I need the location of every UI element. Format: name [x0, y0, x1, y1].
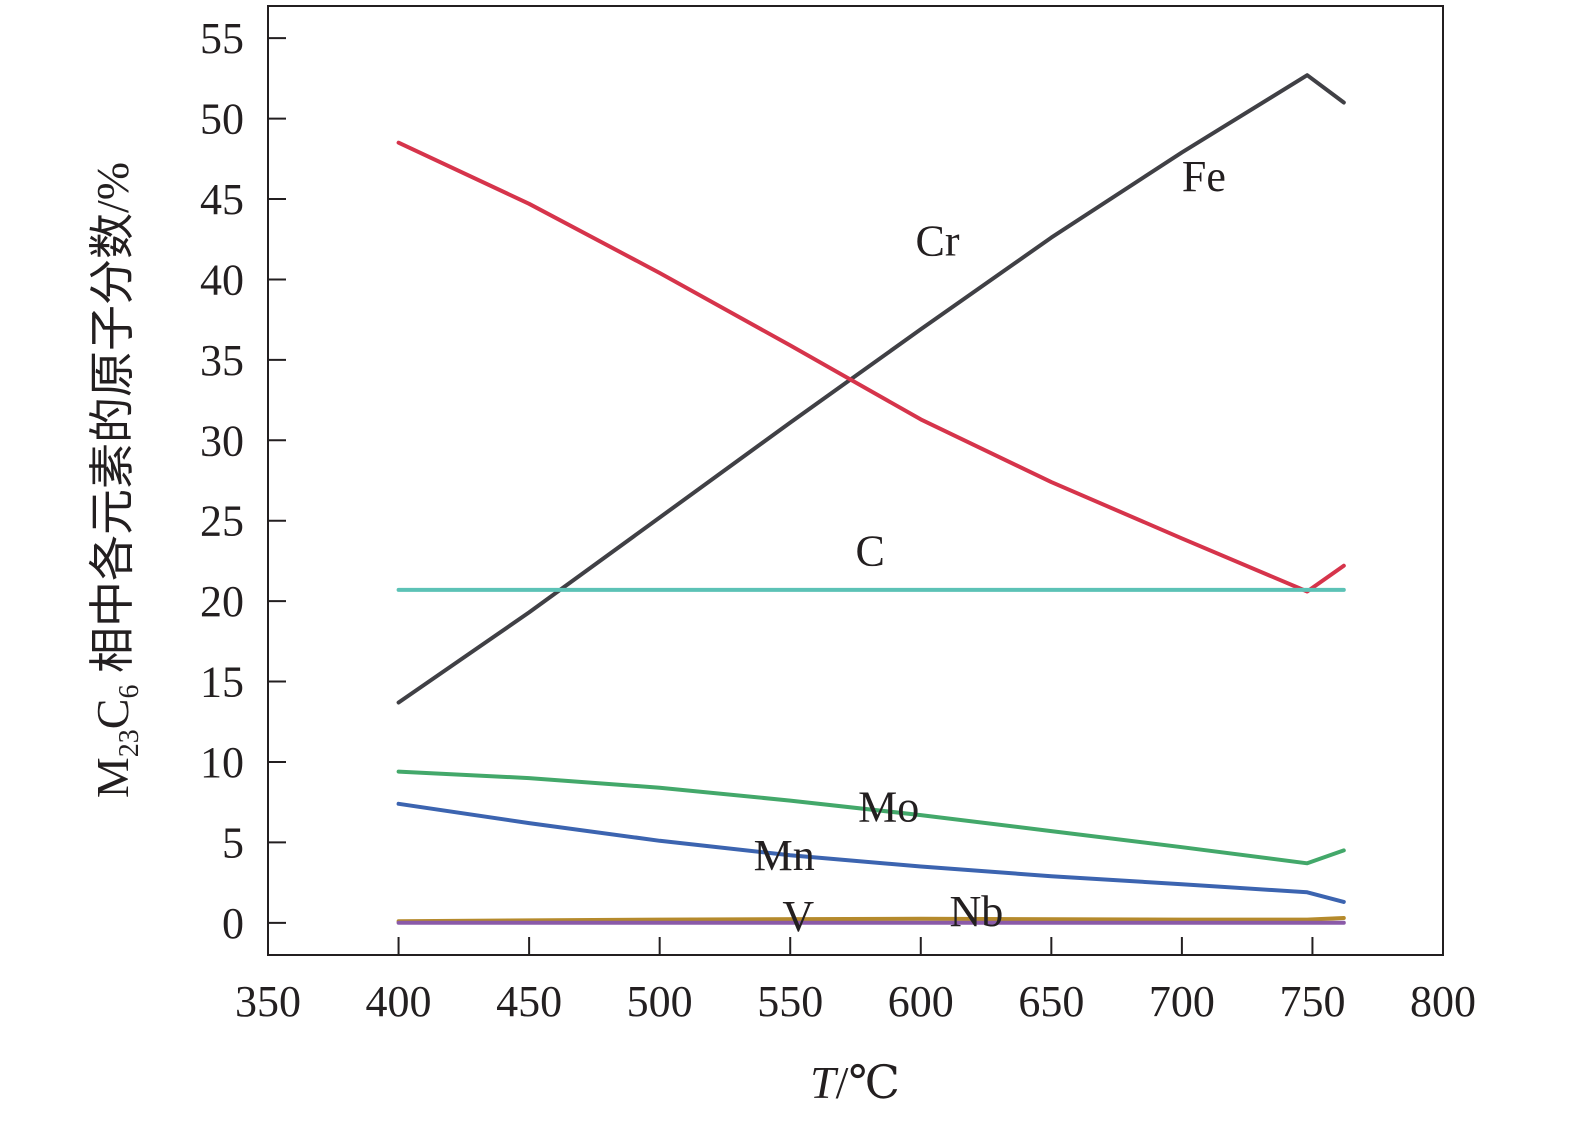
- x-tick-label: 650: [1018, 977, 1084, 1026]
- y-axis-title: M23C6 相中各元素的原子分数/%: [87, 162, 145, 798]
- x-tick-label: 350: [235, 977, 301, 1026]
- series-label-cr: Cr: [916, 216, 960, 265]
- series-label-nb: Nb: [950, 887, 1004, 936]
- y-tick-label: 30: [200, 416, 244, 465]
- y-axis-symbol-m: M: [87, 757, 138, 798]
- y-tick-label: 40: [200, 255, 244, 304]
- y-axis-symbol-c: C: [87, 699, 138, 730]
- y-tick-label: 0: [222, 899, 244, 948]
- x-tick-label: 750: [1279, 977, 1345, 1026]
- y-tick-label: 25: [200, 497, 244, 546]
- x-axis-title: T/℃: [810, 1057, 900, 1108]
- y-tick-label: 20: [200, 577, 244, 626]
- series-label-mn: Mn: [754, 831, 815, 880]
- series-label-v: V: [782, 892, 814, 941]
- x-tick-label: 600: [888, 977, 954, 1026]
- x-tick-label: 400: [366, 977, 432, 1026]
- plot-frame: [267, 5, 1444, 956]
- y-tick-label: 45: [200, 175, 244, 224]
- x-axis-variable: T: [810, 1057, 839, 1108]
- y-tick-label: 10: [200, 738, 244, 787]
- series-line-fe: [396, 73, 1346, 705]
- y-axis-subscript-23: 23: [114, 729, 145, 757]
- y-tick-label: 15: [200, 658, 244, 707]
- series-label-c: C: [856, 527, 885, 576]
- x-tick-label: 450: [496, 977, 562, 1026]
- x-axis-ticks: 350 400 450 500 550 600 650 700 750 800: [235, 937, 1476, 1026]
- series-line-mo: [396, 769, 1346, 866]
- series-label-mo: Mo: [858, 782, 919, 831]
- series-line-mn: [396, 801, 1346, 904]
- series-line-v: [396, 916, 1346, 924]
- x-tick-label: 550: [757, 977, 823, 1026]
- x-tick-label: 800: [1410, 977, 1476, 1026]
- y-axis-subscript-6: 6: [114, 685, 145, 699]
- y-tick-label: 5: [222, 818, 244, 867]
- series-line-cr: [396, 140, 1346, 594]
- x-tick-label: 700: [1149, 977, 1215, 1026]
- y-tick-label: 55: [200, 14, 244, 63]
- y-axis-ticks: 0 5 10 15 20 25 30 35 40 45 50 55: [200, 14, 286, 948]
- series-label-fe: Fe: [1182, 152, 1226, 201]
- x-axis-unit: /℃: [836, 1057, 900, 1108]
- series-labels: Fe Cr C Mo Mn V Nb: [754, 152, 1226, 941]
- y-axis-label-text: 相中各元素的原子分数/%: [87, 162, 138, 685]
- y-tick-label: 35: [200, 336, 244, 385]
- series-lines: [396, 73, 1346, 925]
- x-tick-label: 500: [627, 977, 693, 1026]
- y-tick-label: 50: [200, 95, 244, 144]
